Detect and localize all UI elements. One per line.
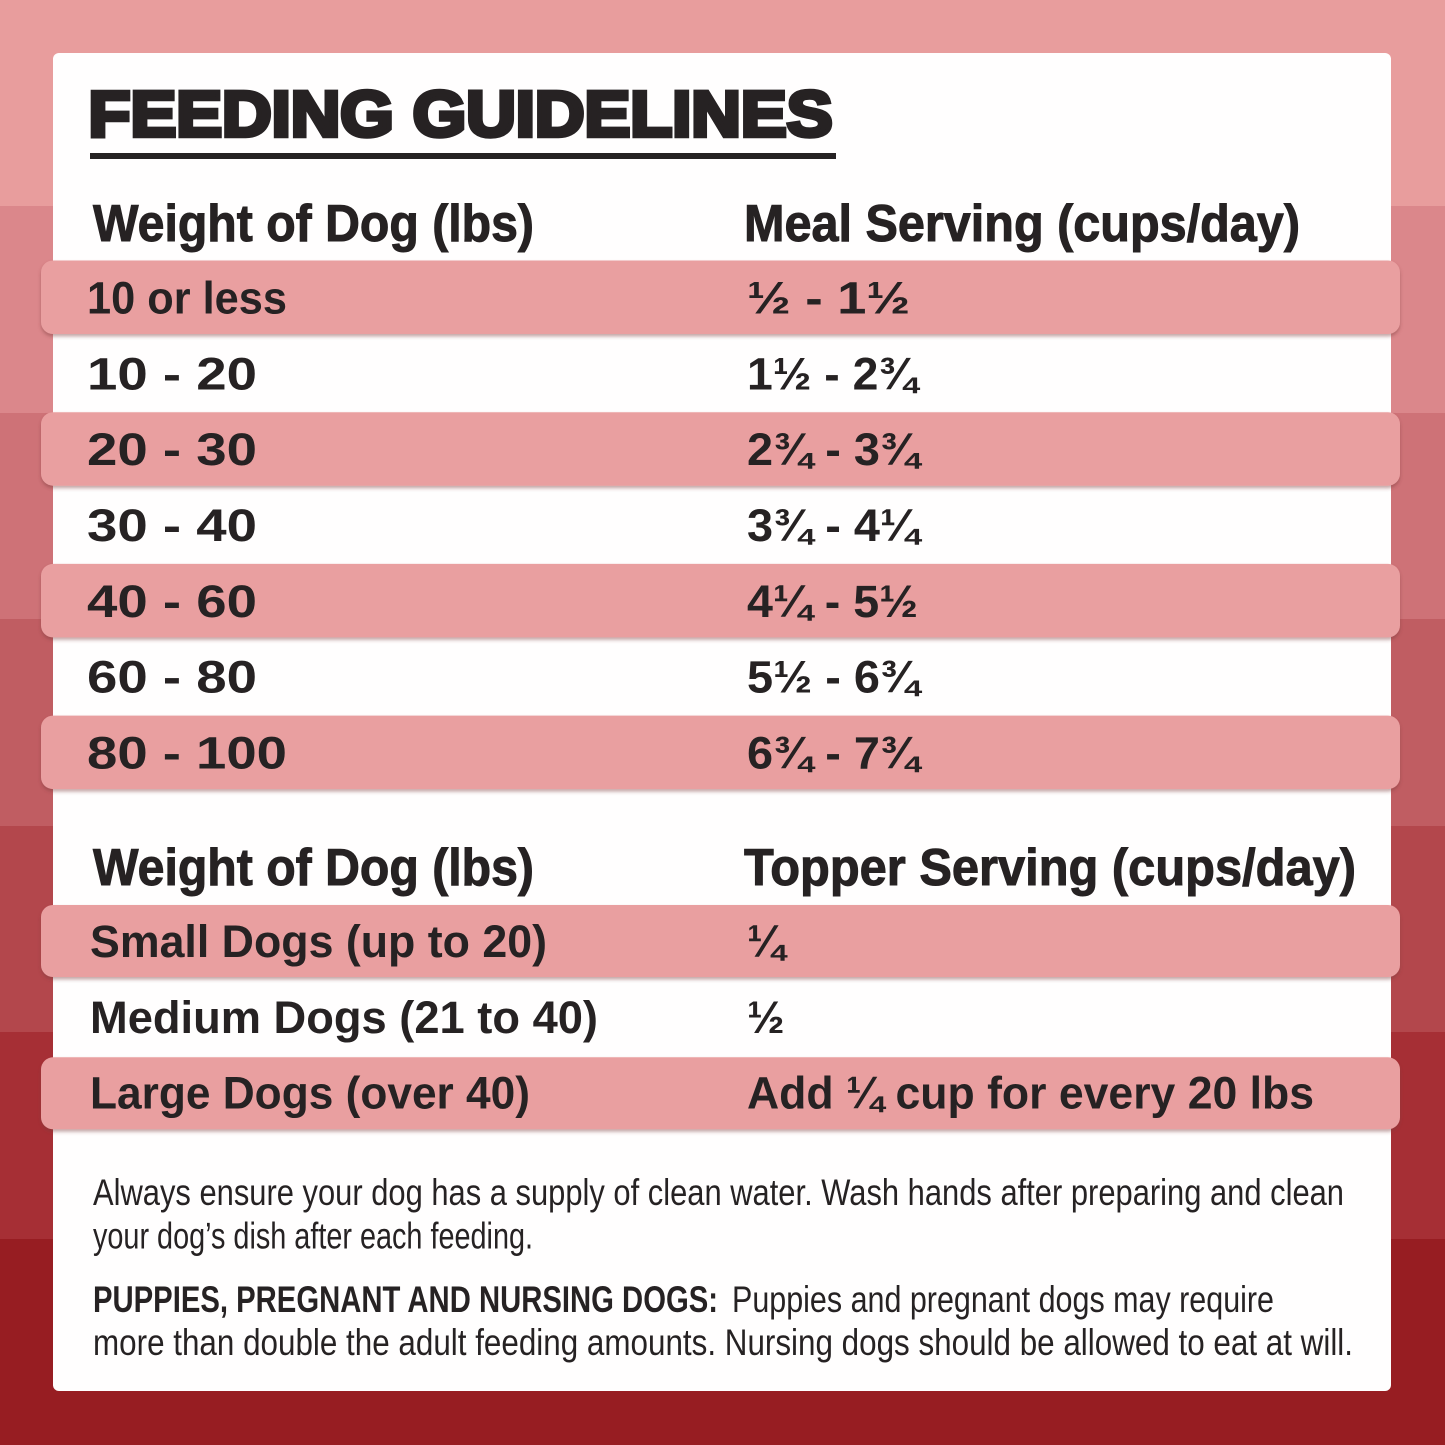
- svg-text:2¾ - 3¾: 2¾ - 3¾: [747, 424, 923, 475]
- svg-text:5½ - 6¾: 5½ - 6¾: [747, 652, 923, 703]
- svg-text:20 - 30: 20 - 30: [87, 424, 257, 475]
- svg-text:Medium Dogs (21 to 40): Medium Dogs (21 to 40): [90, 992, 598, 1043]
- svg-text:PUPPIES, PREGNANT AND NURSING: PUPPIES, PREGNANT AND NURSING DOGS:: [93, 1278, 718, 1320]
- svg-text:Small Dogs (up to 20): Small Dogs (up to 20): [90, 916, 547, 967]
- svg-text:60 - 80: 60 - 80: [87, 652, 257, 703]
- svg-text:3¾ - 4¼: 3¾ - 4¼: [747, 500, 923, 551]
- svg-text:Always ensure your dog has a s: Always ensure your dog has a supply of c…: [93, 1171, 1344, 1213]
- svg-text:¼: ¼: [747, 916, 788, 967]
- svg-text:½ - 1½: ½ - 1½: [747, 273, 910, 324]
- svg-text:more than double the adult fee: more than double the adult feeding amoun…: [93, 1321, 1353, 1363]
- svg-text:40 - 60: 40 - 60: [87, 576, 257, 627]
- svg-text:Weight of Dog (lbs): Weight of Dog (lbs): [93, 195, 534, 253]
- svg-text:10 or less: 10 or less: [87, 273, 287, 324]
- svg-text:4¼ - 5½: 4¼ - 5½: [747, 576, 918, 627]
- svg-text:1½ - 2¾: 1½ - 2¾: [747, 348, 921, 399]
- svg-text:FEEDING GUIDELINES: FEEDING GUIDELINES: [89, 78, 833, 150]
- svg-text:Meal Serving (cups/day): Meal Serving (cups/day): [744, 195, 1300, 253]
- svg-text:10 - 20: 10 - 20: [87, 348, 257, 399]
- svg-text:Large Dogs (over 40): Large Dogs (over 40): [90, 1068, 530, 1119]
- svg-text:your dog’s dish after each fee: your dog’s dish after each feeding.: [93, 1215, 533, 1257]
- svg-text:Add ¼ cup for every 20 lbs: Add ¼ cup for every 20 lbs: [747, 1068, 1314, 1119]
- svg-text:Topper Serving (cups/day): Topper Serving (cups/day): [744, 839, 1356, 897]
- svg-text:Puppies and pregnant dogs may: Puppies and pregnant dogs may require: [732, 1278, 1274, 1320]
- svg-text:6¾ - 7¾: 6¾ - 7¾: [747, 728, 923, 779]
- svg-text:30 - 40: 30 - 40: [87, 500, 257, 551]
- svg-text:80 - 100: 80 - 100: [87, 728, 287, 779]
- svg-text:½: ½: [747, 992, 785, 1043]
- svg-text:Weight of Dog (lbs): Weight of Dog (lbs): [93, 839, 534, 897]
